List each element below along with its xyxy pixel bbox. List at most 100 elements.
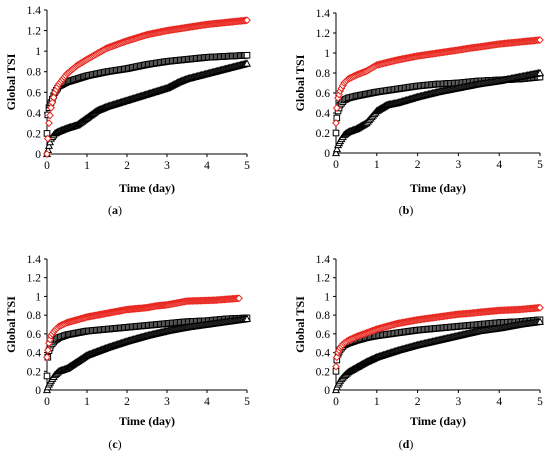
y-tick-label: 1 <box>324 48 330 60</box>
chart-panel-b: 0 0.2 0.4 0.6 0.8 1 1.2 1.4 0 1 2 3 4 5 Time (day) Glob… <box>293 8 545 217</box>
data-point-square <box>243 51 251 59</box>
x-tick-label: 5 <box>244 396 250 408</box>
x-tick-label: 1 <box>374 159 380 171</box>
data-point-diamond <box>536 36 544 44</box>
data-point-triangle <box>535 317 545 325</box>
x-tick-label: 1 <box>374 396 380 408</box>
y-tick-label: 1.4 <box>27 254 42 266</box>
x-tick-label: 2 <box>124 160 130 172</box>
y-axis-label: Global TSI <box>4 296 18 353</box>
y-tick-label: 0.8 <box>316 310 331 322</box>
y-tick-label: 0.2 <box>27 128 42 140</box>
x-tick-label: 3 <box>164 160 170 172</box>
data-point-square <box>43 130 51 137</box>
x-tick-label: 0 <box>44 396 50 408</box>
data-point-diamond <box>43 353 51 362</box>
series-triangle <box>42 314 252 394</box>
x-tick-label: 5 <box>244 160 250 172</box>
y-tick-label: 0.8 <box>27 67 42 79</box>
x-tick-label: 3 <box>456 159 462 171</box>
y-tick-label: 0.2 <box>27 366 42 378</box>
data-point-diamond <box>43 150 51 158</box>
chart-panel-d: 0 0.2 0.4 0.6 0.8 1 1.2 1.4 0 1 2 3 4 5 Time (day) Glob… <box>293 254 545 451</box>
x-tick-label: 4 <box>496 159 502 171</box>
data-point-diamond <box>332 119 340 127</box>
x-tick-label: 2 <box>415 396 421 408</box>
y-tick-label: 0.2 <box>316 128 331 140</box>
x-tick-label: 0 <box>333 159 339 171</box>
chart-panel-a: 0 0.2 0.4 0.6 0.8 1 1.2 1.4 0 1 2 3 4 5 Time (day) Glob… <box>4 5 252 217</box>
x-axis-label: Time (day) <box>119 414 175 428</box>
y-tick-label: 1 <box>35 291 41 303</box>
x-tick-label: 1 <box>84 396 90 408</box>
data-point-diamond <box>48 98 57 107</box>
y-tick-label: 1 <box>324 291 330 303</box>
y-tick-label: 0.8 <box>27 310 42 322</box>
data-point-square <box>332 129 340 137</box>
y-tick-label: 0.4 <box>316 108 331 120</box>
data-point-diamond <box>47 103 55 112</box>
data-point-triangle <box>535 68 545 77</box>
series-triangle <box>331 68 545 157</box>
data-point-triangle <box>332 144 342 153</box>
series-triangle <box>331 317 545 394</box>
y-axis-label: Global TSI <box>4 53 18 110</box>
y-tick-label: 0.4 <box>27 348 42 360</box>
series-triangle <box>42 59 252 158</box>
y-tick-label: 0.4 <box>27 108 42 120</box>
x-tick-label: 3 <box>456 396 462 408</box>
y-tick-label: 0.6 <box>316 329 331 341</box>
data-point-diamond <box>332 104 341 112</box>
data-point-triangle <box>331 148 341 157</box>
panel-caption: (b) <box>399 203 414 217</box>
x-tick-label: 5 <box>537 159 543 171</box>
panel-caption: (d) <box>399 437 414 451</box>
y-tick-label: 1.4 <box>27 5 42 17</box>
y-axis-label: Global TSI <box>293 54 307 111</box>
x-tick-label: 2 <box>124 396 130 408</box>
data-point-diamond <box>49 93 58 102</box>
x-tick-label: 3 <box>164 396 170 408</box>
series-diamond <box>43 294 243 362</box>
data-point-diamond <box>46 111 54 120</box>
x-tick-label: 0 <box>333 396 339 408</box>
y-tick-label: 0 <box>35 149 41 161</box>
y-tick-label: 0 <box>35 385 41 397</box>
data-point-triangle <box>242 59 252 67</box>
series-diamond <box>332 303 544 371</box>
x-tick-label: 0 <box>44 160 50 172</box>
x-axis-label: Time (day) <box>410 181 466 195</box>
data-point-diamond <box>536 303 544 312</box>
x-axis-label: Time (day) <box>410 414 466 428</box>
y-tick-label: 1.2 <box>316 273 331 285</box>
y-tick-label: 1.4 <box>316 254 331 266</box>
series-diamond <box>43 16 251 158</box>
y-tick-label: 0.8 <box>316 68 331 80</box>
data-point-triangle <box>44 141 54 149</box>
series-diamond <box>332 36 544 127</box>
y-tick-label: 1.2 <box>27 26 42 38</box>
x-tick-label: 4 <box>204 160 210 172</box>
data-point-diamond <box>43 134 52 143</box>
x-tick-label: 4 <box>204 396 210 408</box>
chart-panel-c: 0 0.2 0.4 0.6 0.8 1 1.2 1.4 0 1 2 3 4 5 Time (day) Glob… <box>4 254 252 451</box>
y-tick-label: 0.4 <box>316 348 331 360</box>
data-point-square <box>43 372 51 380</box>
x-tick-label: 5 <box>537 396 543 408</box>
x-axis-label: Time (day) <box>119 181 175 195</box>
x-tick-label: 4 <box>496 396 502 408</box>
data-point-diamond <box>235 294 243 303</box>
x-tick-label: 2 <box>415 159 421 171</box>
y-tick-label: 0 <box>324 385 330 397</box>
y-axis-label: Global TSI <box>293 296 307 353</box>
y-tick-label: 0.6 <box>27 87 42 99</box>
y-tick-label: 1 <box>35 46 41 58</box>
y-tick-label: 0.2 <box>316 366 331 378</box>
y-tick-label: 0 <box>324 148 330 160</box>
y-tick-label: 0.6 <box>27 329 42 341</box>
data-point-triangle <box>242 314 252 322</box>
x-tick-label: 1 <box>84 160 90 172</box>
y-tick-label: 1.2 <box>27 273 42 285</box>
y-tick-label: 1.4 <box>316 8 331 20</box>
